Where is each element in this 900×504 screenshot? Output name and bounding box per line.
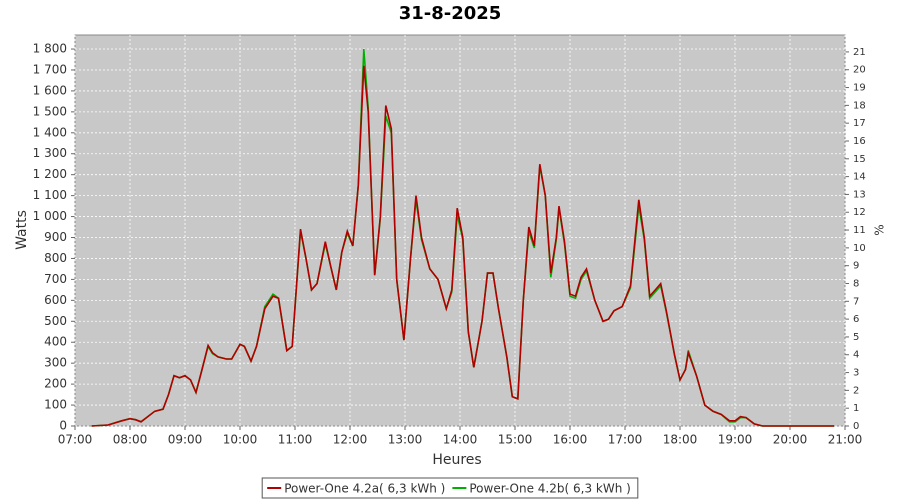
chart-title: 31-8-2025 xyxy=(399,3,502,24)
y-tick-label: 1 600 xyxy=(33,83,67,97)
y-tick-label: 1 400 xyxy=(33,125,67,139)
y2-tick-label: 8 xyxy=(853,278,859,289)
y-tick-label: 1 500 xyxy=(33,104,67,118)
y2-tick-label: 15 xyxy=(853,154,866,165)
x-tick-label: 15:00 xyxy=(498,433,533,447)
x-axis-label: Heures xyxy=(432,452,481,468)
x-tick-label: 08:00 xyxy=(113,433,148,447)
y2-tick-label: 20 xyxy=(853,65,866,76)
y2-tick-label: 10 xyxy=(853,243,866,254)
y-tick-label: 1 700 xyxy=(33,62,67,76)
x-tick-label: 14:00 xyxy=(443,433,478,447)
y2-tick-label: 2 xyxy=(853,385,859,396)
y2-tick-label: 13 xyxy=(853,189,866,200)
y-tick-label: 300 xyxy=(44,356,67,370)
x-tick-label: 09:00 xyxy=(168,433,203,447)
y2-tick-label: 19 xyxy=(853,83,866,94)
y2-tick-label: 17 xyxy=(853,118,866,129)
legend-label: Power-One 4.2b( 6,3 kWh ) xyxy=(469,482,630,496)
y2-tick-label: 12 xyxy=(853,207,866,218)
x-tick-label: 13:00 xyxy=(388,433,423,447)
x-tick-label: 17:00 xyxy=(608,433,643,447)
y2-tick-label: 1 xyxy=(853,403,859,414)
y-tick-label: 1 100 xyxy=(33,188,67,202)
y-tick-label: 200 xyxy=(44,377,67,391)
x-tick-label: 12:00 xyxy=(333,433,368,447)
y-tick-label: 700 xyxy=(44,272,67,286)
y2-tick-label: 14 xyxy=(853,172,866,183)
y2-tick-label: 4 xyxy=(853,350,859,361)
y-tick-label: 0 xyxy=(59,419,67,433)
y2-axis-label: % xyxy=(873,224,887,235)
y2-tick-label: 18 xyxy=(853,100,866,111)
x-tick-label: 11:00 xyxy=(278,433,313,447)
y-tick-label: 1 200 xyxy=(33,167,67,181)
x-tick-label: 16:00 xyxy=(553,433,588,447)
y2-tick-label: 6 xyxy=(853,314,859,325)
y-tick-label: 1 800 xyxy=(33,42,67,56)
y2-tick-label: 16 xyxy=(853,136,866,147)
x-tick-label: 19:00 xyxy=(718,433,753,447)
series-line xyxy=(91,65,834,427)
legend-box xyxy=(261,477,639,499)
y2-tick-label: 0 xyxy=(853,421,859,432)
legend-label: Power-One 4.2a( 6,3 kWh ) xyxy=(284,482,445,496)
y-tick-label: 400 xyxy=(44,335,67,349)
y2-tick-label: 7 xyxy=(853,296,859,307)
x-tick-label: 18:00 xyxy=(663,433,698,447)
x-tick-label: 07:00 xyxy=(58,433,93,447)
y2-tick-label: 21 xyxy=(853,47,866,58)
y-tick-label: 800 xyxy=(44,251,67,265)
y2-tick-label: 11 xyxy=(853,225,866,236)
x-tick-label: 10:00 xyxy=(223,433,258,447)
x-tick-label: 20:00 xyxy=(773,433,808,447)
y2-tick-label: 9 xyxy=(853,261,859,272)
y2-tick-label: 5 xyxy=(853,332,859,343)
y2-tick-label: 3 xyxy=(853,368,859,379)
y-tick-label: 100 xyxy=(44,398,67,412)
y-axis-label: Watts xyxy=(14,210,30,250)
legend: Power-One 4.2a( 6,3 kWh ) Power-One 4.2b(… xyxy=(261,477,639,499)
y-tick-label: 500 xyxy=(44,314,67,328)
y-tick-label: 1 000 xyxy=(33,209,67,223)
y-tick-label: 900 xyxy=(44,230,67,244)
y-tick-label: 1 300 xyxy=(33,146,67,160)
y-tick-label: 600 xyxy=(44,293,67,307)
x-tick-label: 21:00 xyxy=(828,433,863,447)
